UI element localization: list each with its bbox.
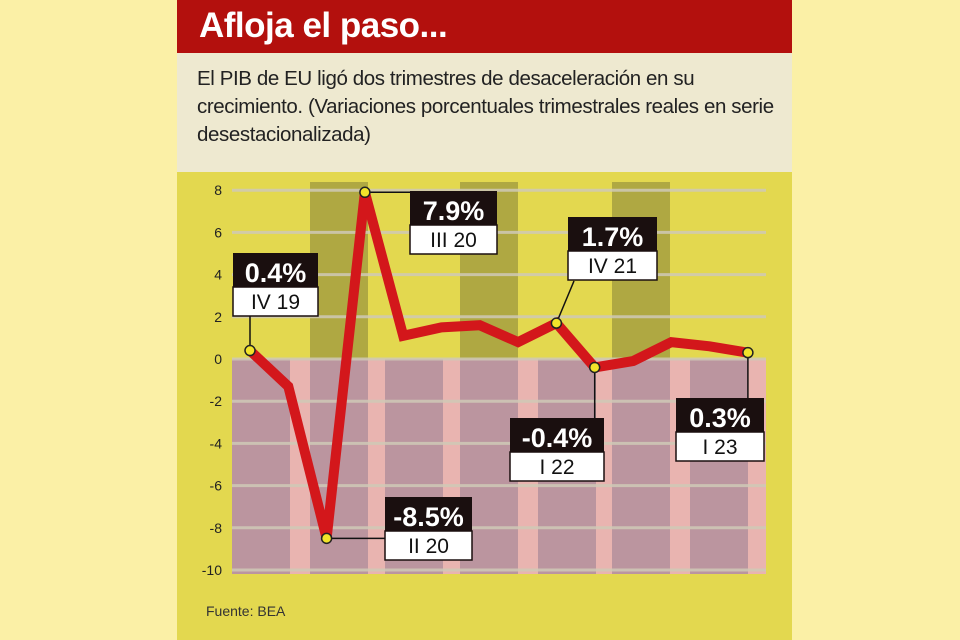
- y-tick-label: 6: [214, 224, 222, 240]
- stripe: [232, 359, 290, 574]
- y-tick-label: -2: [210, 393, 223, 409]
- annotation-label-box: [509, 451, 605, 482]
- annotation-quarter: IV 19: [251, 291, 300, 314]
- annotation-value: 0.4%: [245, 258, 307, 288]
- y-tick-label: 0: [214, 351, 222, 367]
- subtitle-text: El PIB de EU ligó dos trimestres de desa…: [197, 67, 774, 146]
- subtitle-panel: El PIB de EU ligó dos trimestres de desa…: [177, 53, 792, 172]
- data-point-marker: [320, 532, 333, 545]
- y-tick-label: -4: [210, 435, 223, 451]
- annotation-connector: [555, 280, 575, 324]
- annotation-value-box: [568, 217, 657, 251]
- annotation-value-box: [385, 497, 472, 531]
- y-tick-label: -6: [210, 478, 223, 494]
- annotation-value-box: [233, 253, 318, 287]
- annotation-quarter: II 20: [408, 535, 449, 558]
- data-point-marker: [359, 186, 371, 199]
- data-point-marker: [244, 344, 256, 357]
- annotation-label-box: [232, 286, 319, 317]
- annotation-value: 1.7%: [582, 222, 644, 252]
- annotation-label-box: [675, 431, 765, 462]
- annotation-value: 0.3%: [689, 403, 751, 433]
- y-tick-label: 2: [214, 309, 222, 325]
- header-bar: Afloja el paso...: [177, 0, 792, 53]
- annotation-label-box: [567, 250, 658, 281]
- data-point-marker: [742, 346, 754, 359]
- data-point-marker: [550, 317, 563, 329]
- y-tick-label: 8: [214, 182, 222, 198]
- annotation-value: 7.9%: [423, 196, 485, 226]
- annotation-value-box: [676, 398, 764, 432]
- stripe: [690, 359, 748, 574]
- stripe: [612, 359, 670, 574]
- annotation-quarter: I 22: [539, 456, 574, 479]
- y-tick-label: -8: [210, 520, 223, 536]
- y-tick-label: 4: [214, 267, 222, 283]
- source-note: Fuente: BEA: [206, 603, 286, 619]
- y-tick-label: -10: [202, 562, 222, 578]
- annotation-value-box: [410, 191, 497, 225]
- annotation-value: -8.5%: [393, 502, 464, 532]
- annotation-quarter: IV 21: [588, 255, 637, 278]
- data-point-marker: [588, 361, 601, 374]
- series-line: [246, 191, 749, 540]
- annotation-value: -0.4%: [522, 423, 593, 453]
- annotation-label-box: [384, 530, 473, 561]
- annotation-quarter: I 23: [702, 436, 737, 459]
- chart-title: Afloja el paso...: [199, 6, 448, 45]
- annotation-label-box: [409, 224, 498, 255]
- annotation-value-box: [510, 418, 604, 452]
- annotation-quarter: III 20: [430, 229, 477, 252]
